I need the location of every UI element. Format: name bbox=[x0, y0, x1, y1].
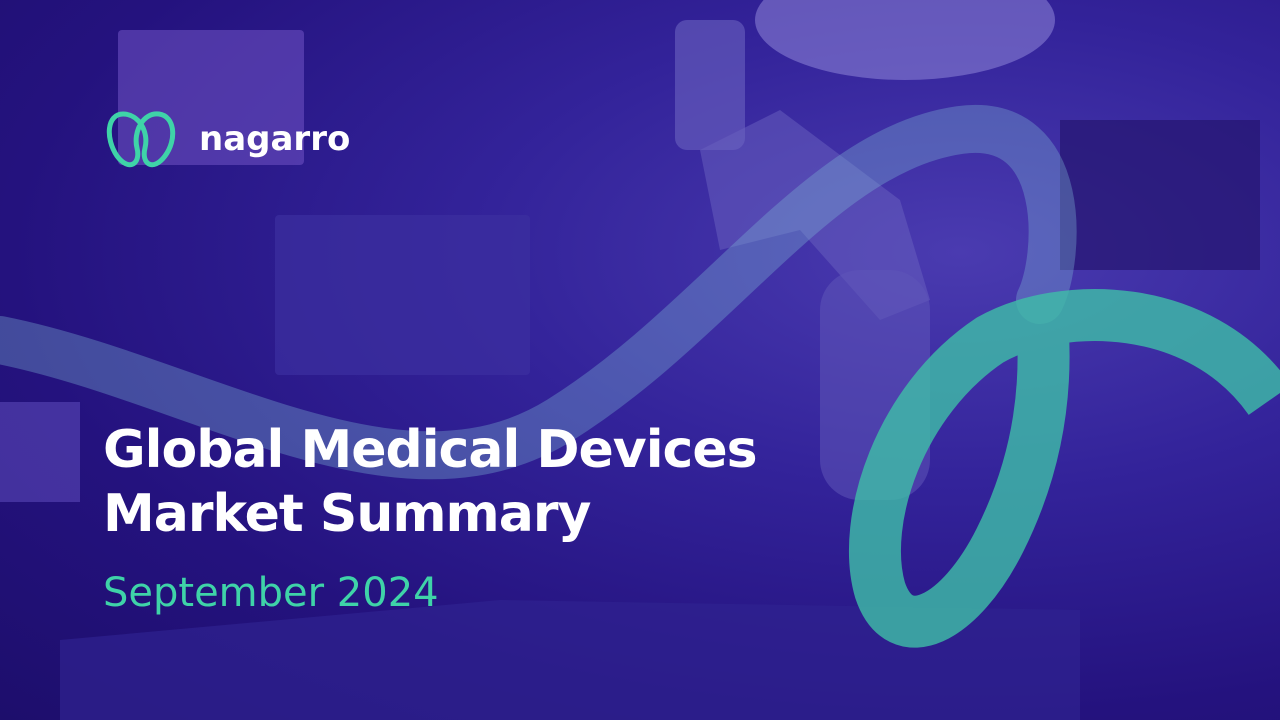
nagarro-logo-icon bbox=[106, 111, 176, 168]
brand-name: nagarro bbox=[199, 119, 351, 159]
slide-subtitle: September 2024 bbox=[103, 570, 439, 616]
title-line-2: Market Summary bbox=[103, 484, 591, 544]
nagarro-logo: nagarro bbox=[103, 108, 350, 170]
title-line-1: Global Medical Devices bbox=[103, 420, 758, 480]
slide-title: Global Medical Devices Market Summary bbox=[103, 418, 758, 546]
